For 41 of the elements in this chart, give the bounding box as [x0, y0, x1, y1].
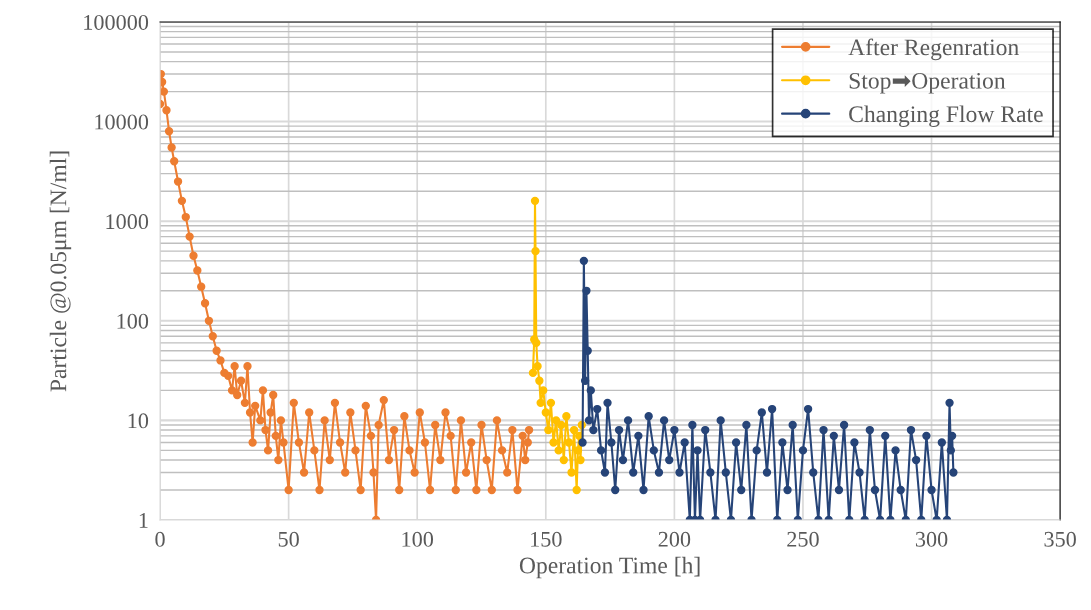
point: [528, 368, 538, 378]
y-tick-label: 100000: [84, 14, 149, 30]
point: [554, 446, 563, 455]
point: [549, 438, 558, 447]
y-tick-label: 10000: [95, 114, 149, 130]
point: [532, 338, 541, 348]
x-axis-title: Operation Time [h]: [519, 556, 700, 579]
y-tick-label: 10: [128, 413, 149, 429]
point: [564, 438, 574, 447]
y-axis-title: Particle @0.05μm [N/ml]: [49, 151, 72, 392]
legend-label: After Regenration: [848, 38, 1019, 61]
point: [559, 455, 568, 465]
point: [572, 485, 581, 495]
x-tick-label: 200: [658, 531, 691, 547]
point: [531, 247, 540, 256]
point: [562, 412, 571, 421]
point: [535, 376, 544, 385]
point: [557, 420, 566, 430]
legend-label: Changing Flow Rate: [849, 105, 1043, 127]
x-tick-label: 150: [531, 531, 562, 547]
x-tick-label: 50: [278, 531, 299, 547]
x-tick-label: 350: [1044, 531, 1076, 547]
point: [539, 386, 548, 395]
x-tick-label: 0: [155, 531, 165, 547]
point: [575, 431, 584, 441]
point: [576, 455, 585, 465]
point: [533, 362, 542, 371]
x-tick-label: 250: [787, 531, 819, 547]
point: [569, 425, 579, 435]
legend-label: Stop➡Operation: [849, 72, 1006, 94]
point: [541, 408, 550, 417]
y-tick-label: 100: [117, 313, 149, 329]
x-tick-label: 300: [915, 531, 948, 547]
point: [567, 468, 576, 477]
point: [536, 398, 545, 408]
y-tick-label: 1000: [106, 214, 149, 230]
point: [530, 196, 540, 206]
point: [544, 425, 553, 435]
point: [546, 398, 556, 408]
x-tick-label: 100: [402, 531, 434, 547]
y-tick-label: 1: [139, 513, 148, 528]
